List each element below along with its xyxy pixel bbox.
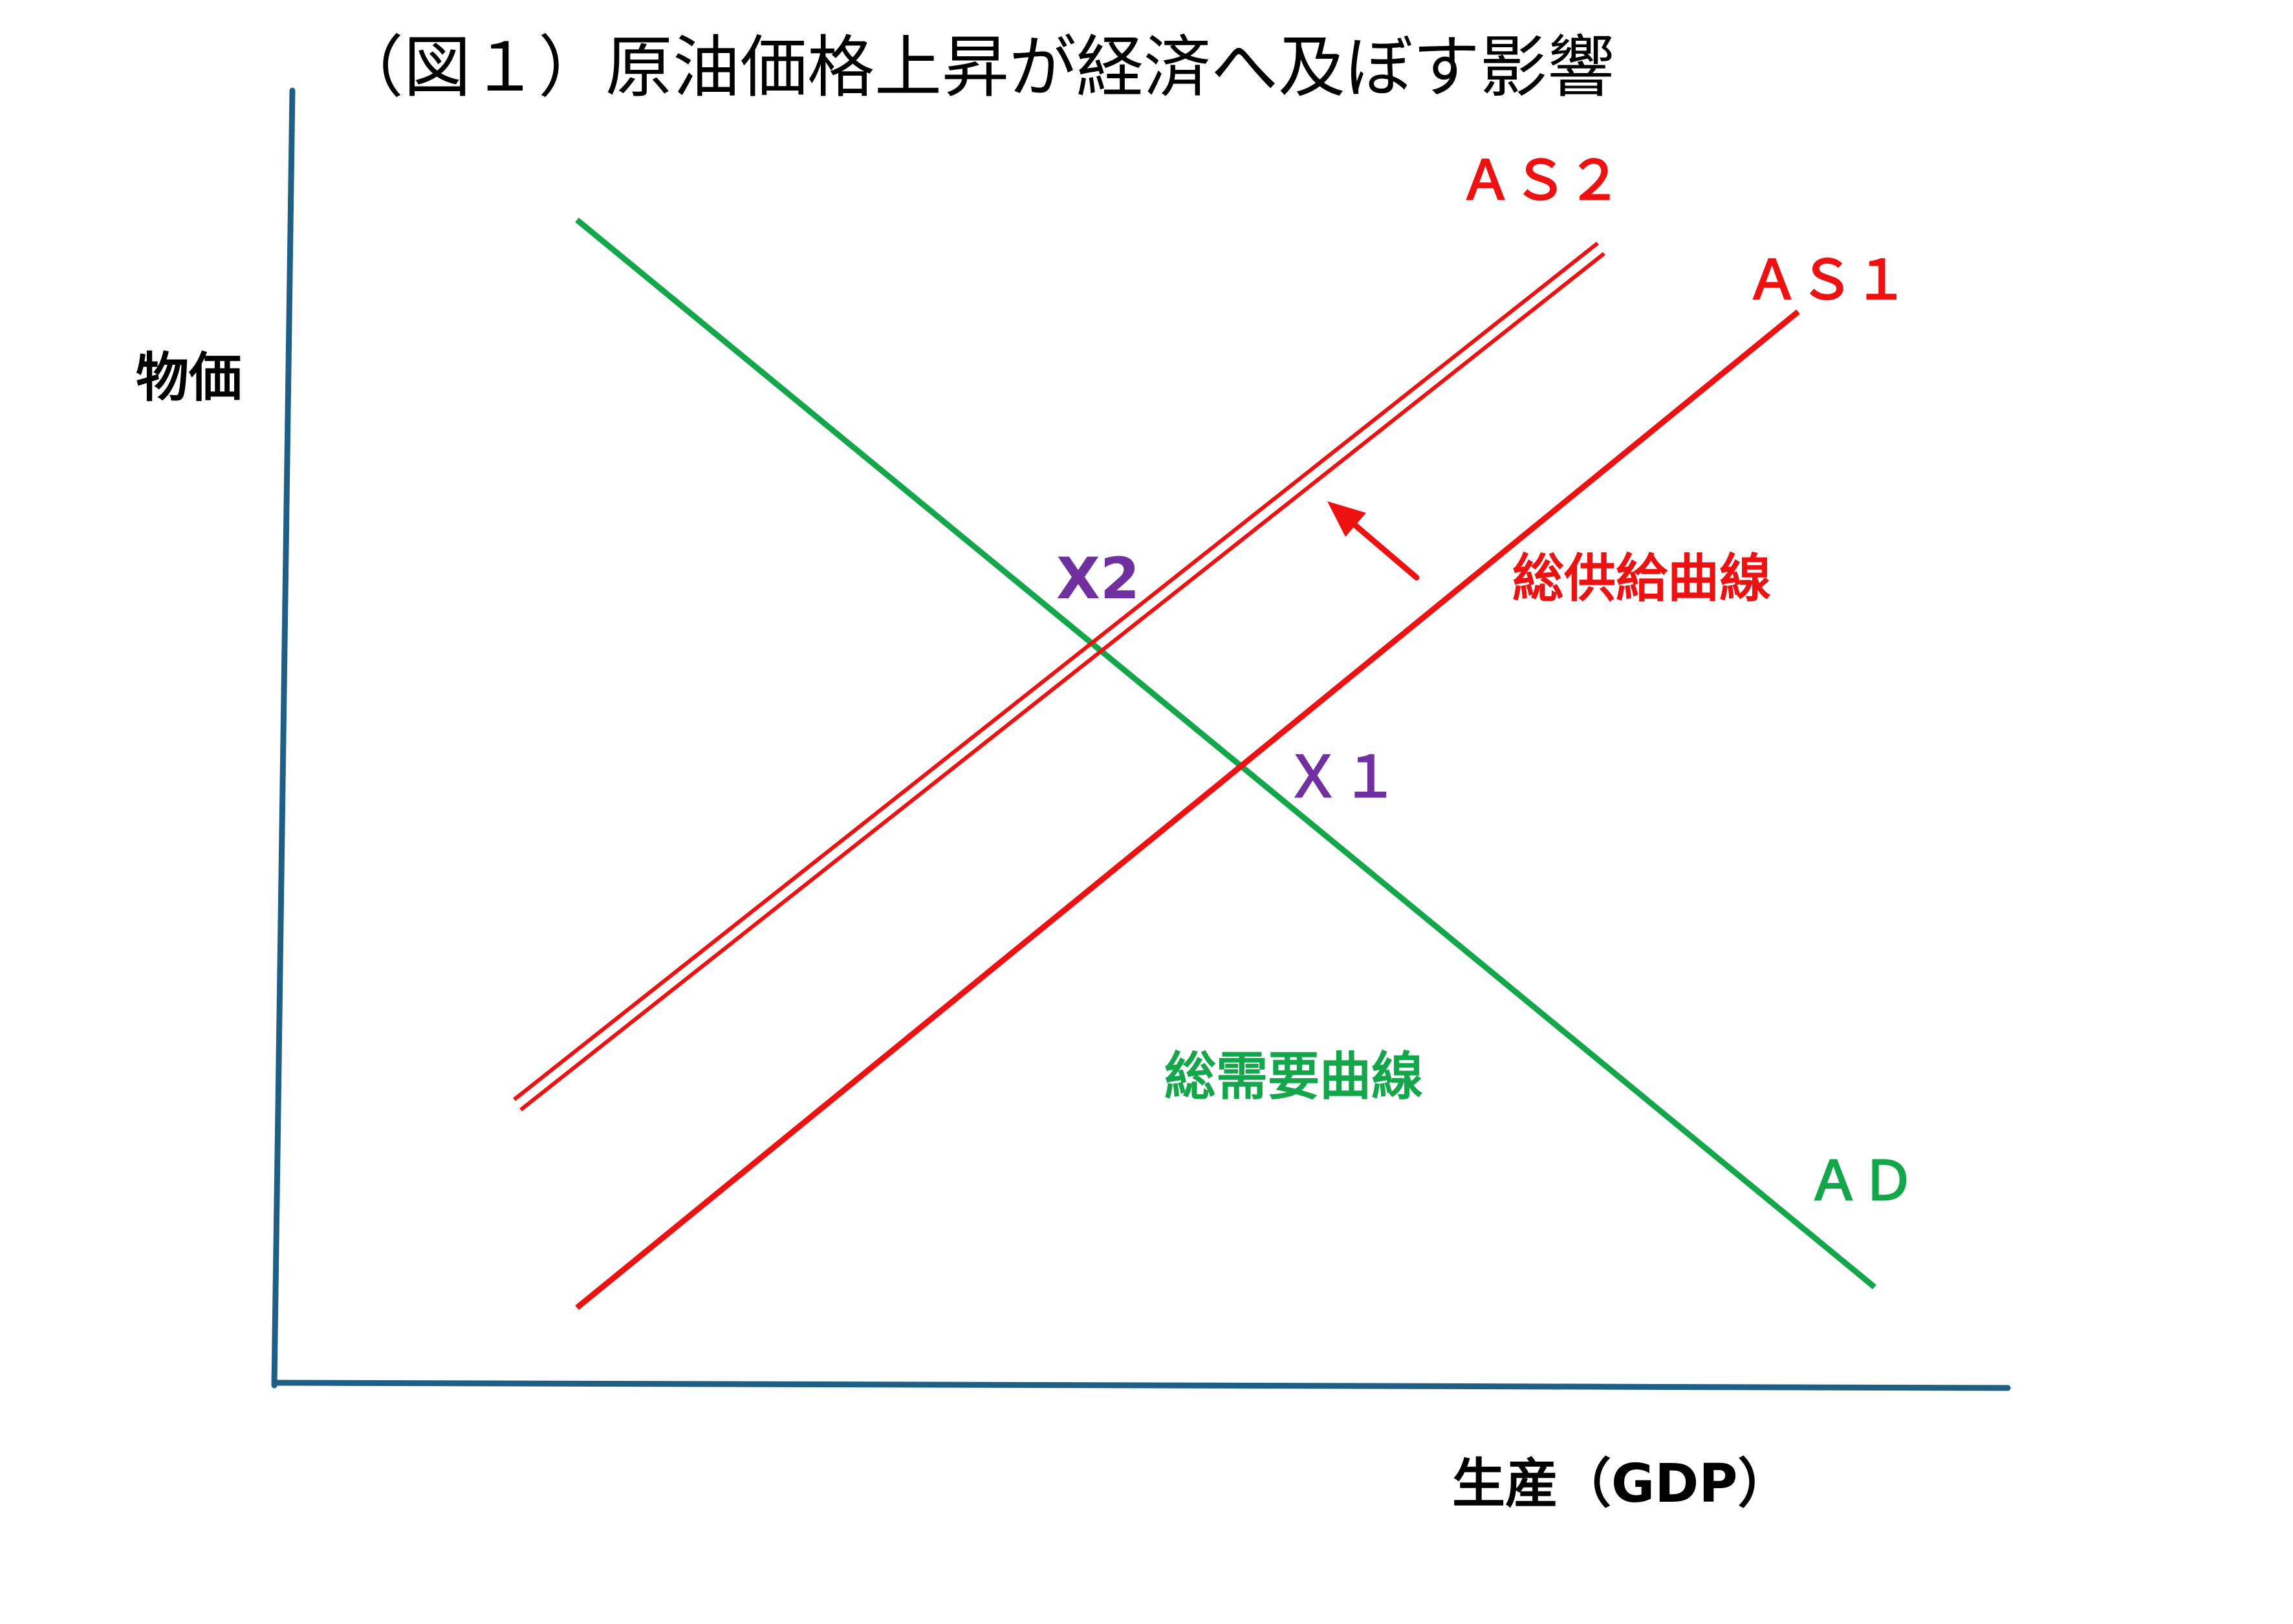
demand-curve-caption: 総需要曲線: [1164, 1046, 1423, 1107]
x-axis-label: 生産（GDP）: [1452, 1453, 1790, 1515]
y-axis: [271, 87, 296, 1389]
shift-arrow: [1327, 501, 1420, 581]
as2-curve-line-a: [513, 241, 1599, 1101]
ad-label: ＡＤ: [1807, 1149, 1915, 1213]
shift-arrow-head: [1327, 501, 1366, 537]
x2-point-label: X2: [1056, 545, 1140, 612]
axes: [271, 87, 2011, 1391]
as2-curve: [513, 241, 1605, 1112]
x-axis: [271, 1380, 2011, 1391]
as2-label: ＡＳ２: [1459, 149, 1622, 212]
diagram-title: （図１）原油価格上昇が経済へ及ぼす影響: [336, 28, 1614, 107]
shift-arrow-shaft: [1347, 518, 1420, 581]
x1-point-label: Ｘ１: [1285, 744, 1398, 810]
y-axis-label: 物価: [136, 347, 242, 409]
as2-curve-line-b: [519, 252, 1605, 1112]
as1-curve: [575, 309, 1800, 1310]
ad-curve: [575, 217, 1876, 1290]
supply-curve-caption: 総供給曲線: [1512, 548, 1771, 609]
as1-label: ＡＳ１: [1745, 248, 1908, 312]
